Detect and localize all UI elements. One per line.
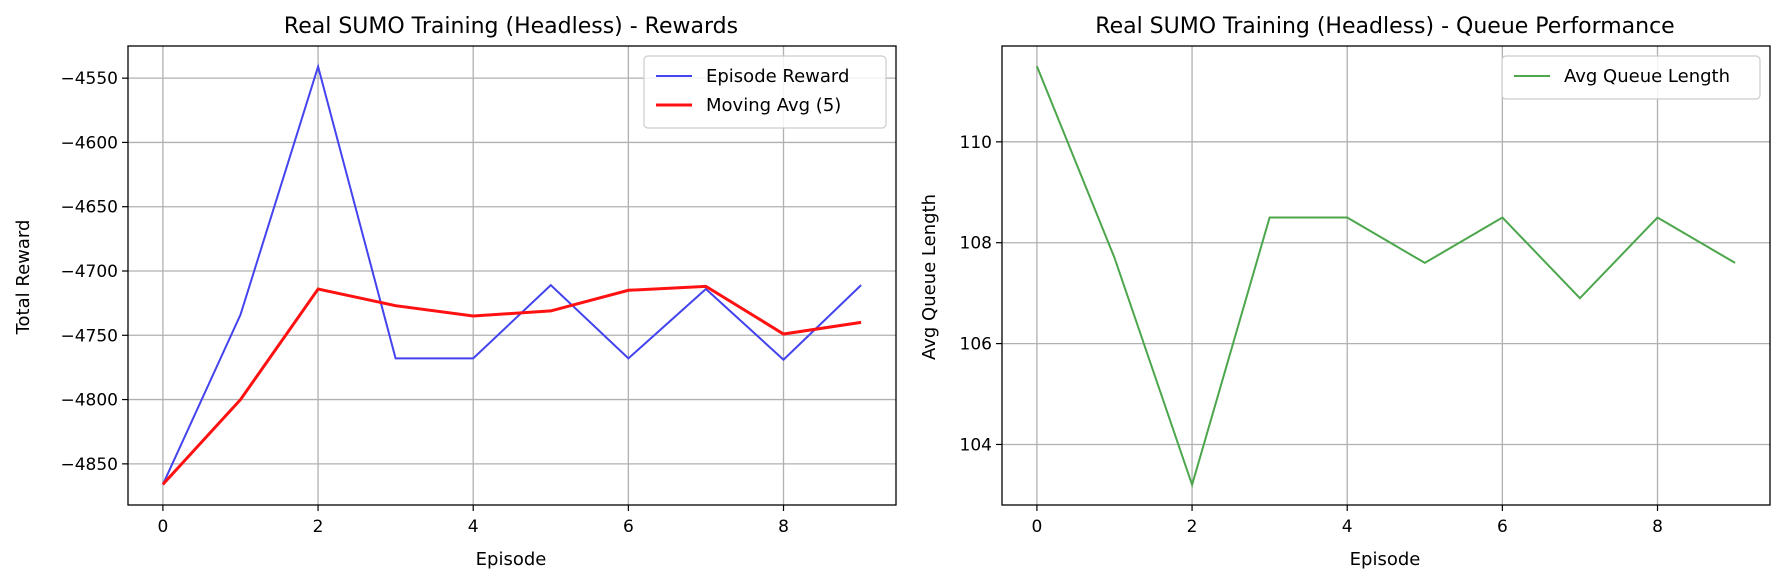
queue-x-ticks: 0 2 4 6 8 [1031, 505, 1663, 537]
rewards-series [161, 62, 862, 486]
queue-x-tick-label: 2 [1187, 517, 1198, 537]
rewards-x-tick-label: 8 [778, 517, 789, 537]
queue-legend-label: Avg Queue Length [1564, 66, 1730, 87]
queue-series-line-0 [1035, 65, 1736, 489]
rewards-x-ticks: 0 2 4 6 8 [157, 505, 789, 537]
rewards-legend-label: Moving Avg (5) [706, 95, 841, 116]
rewards-y-axis-label: Total Reward [13, 220, 34, 336]
rewards-x-tick-label: 4 [468, 517, 479, 537]
queue-y-tick-label: 104 [960, 435, 992, 455]
rewards-x-tick-label: 2 [313, 517, 324, 537]
rewards-series-line-1 [161, 284, 862, 486]
rewards-grid [128, 46, 896, 505]
queue-x-axis-label: Episode [1350, 549, 1421, 570]
rewards-y-ticks: −4850 −4800 −4750 −4700 −4650 −4600 −4550 [60, 69, 128, 475]
queue-plot-frame [1001, 45, 1771, 506]
queue-x-tick-label: 0 [1031, 517, 1042, 537]
rewards-y-tick-label: −4750 [60, 326, 118, 346]
rewards-chart-title: Real SUMO Training (Headless) - Rewards [284, 14, 738, 39]
queue-x-tick-label: 4 [1342, 517, 1353, 537]
rewards-y-tick-label: −4600 [60, 133, 118, 153]
rewards-legend-label: Episode Reward [706, 66, 849, 87]
queue-legend-box [1501, 55, 1761, 100]
rewards-series-line-0 [161, 62, 862, 485]
queue-y-tick-label: 110 [960, 133, 992, 153]
queue-series [1035, 65, 1736, 489]
rewards-chart: Real SUMO Training (Headless) - Rewards … [13, 14, 897, 570]
queue-x-tick-label: 6 [1497, 517, 1508, 537]
queue-chart-title: Real SUMO Training (Headless) - Queue Pe… [1095, 14, 1674, 39]
rewards-y-tick-label: −4550 [60, 69, 118, 89]
queue-y-axis-label: Avg Queue Length [919, 194, 940, 360]
rewards-y-tick-label: −4650 [60, 198, 118, 218]
queue-x-tick-label: 8 [1652, 517, 1663, 537]
rewards-y-tick-label: −4800 [60, 391, 118, 411]
rewards-x-tick-label: 6 [623, 517, 634, 537]
queue-legend: Avg Queue Length [1501, 55, 1761, 100]
rewards-plot-frame [127, 45, 897, 506]
queue-y-ticks: 104 106 108 110 [960, 133, 1002, 455]
rewards-x-tick-label: 0 [157, 517, 168, 537]
rewards-legend-box [643, 55, 887, 129]
queue-y-tick-label: 106 [960, 335, 992, 355]
rewards-y-tick-label: −4850 [60, 455, 118, 475]
queue-chart: Real SUMO Training (Headless) - Queue Pe… [919, 14, 1771, 570]
queue-y-tick-label: 108 [960, 234, 992, 254]
rewards-x-axis-label: Episode [476, 549, 547, 570]
rewards-y-tick-label: −4700 [60, 262, 118, 282]
rewards-legend: Episode Reward Moving Avg (5) [643, 55, 887, 129]
queue-grid [1002, 46, 1770, 505]
